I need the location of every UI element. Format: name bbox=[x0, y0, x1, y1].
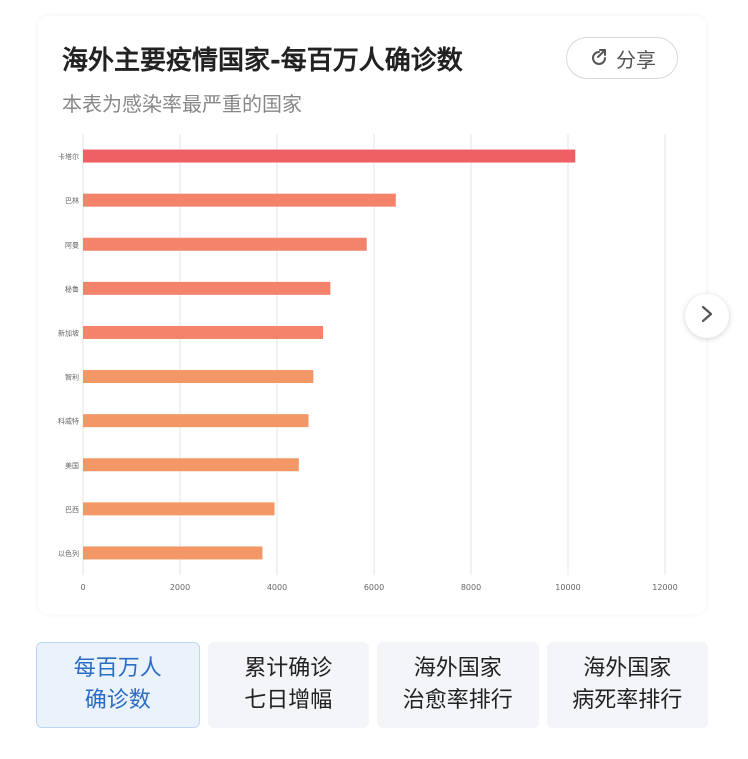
x-tick-label: 0 bbox=[80, 583, 85, 592]
x-axis-ticks: 0 2000 4000 6000 8000 10000 12000 bbox=[80, 583, 677, 592]
bar[interactable] bbox=[83, 546, 263, 560]
bar[interactable] bbox=[83, 502, 275, 516]
page-title: 海外主要疫情国家-每百万人确诊数 bbox=[62, 46, 463, 76]
x-tick-label: 4000 bbox=[267, 583, 287, 592]
category-label: 以色列 bbox=[58, 549, 79, 558]
share-button[interactable]: 分享 bbox=[566, 37, 678, 79]
category-label: 巴林 bbox=[65, 196, 79, 205]
bar[interactable] bbox=[83, 237, 367, 251]
category-label: 智利 bbox=[65, 373, 79, 382]
bar[interactable] bbox=[83, 458, 299, 472]
category-label: 科威特 bbox=[58, 417, 79, 426]
bar[interactable] bbox=[83, 370, 314, 384]
tab-seven-day-growth[interactable]: 累计确诊 七日增幅 bbox=[207, 642, 369, 728]
category-label: 阿曼 bbox=[65, 240, 79, 249]
share-label: 分享 bbox=[616, 47, 656, 72]
x-tick-label: 6000 bbox=[364, 583, 384, 592]
category-label: 卡塔尔 bbox=[58, 152, 79, 161]
chevron-right-icon bbox=[699, 304, 715, 328]
x-tick-label: 8000 bbox=[461, 583, 481, 592]
tab-fatality-rate[interactable]: 海外国家 病死率排行 bbox=[546, 642, 708, 728]
category-label: 美国 bbox=[65, 461, 79, 470]
bar[interactable] bbox=[83, 281, 331, 295]
category-label: 秘鲁 bbox=[65, 284, 79, 293]
tab-recovery-rate[interactable]: 海外国家 治愈率排行 bbox=[377, 642, 539, 728]
category-label: 新加坡 bbox=[58, 328, 79, 337]
grid-lines bbox=[82, 134, 666, 575]
bar[interactable] bbox=[83, 325, 324, 339]
x-tick-label: 12000 bbox=[652, 583, 677, 592]
tab-per-million[interactable]: 每百万人 确诊数 bbox=[36, 642, 200, 728]
x-tick-label: 10000 bbox=[555, 583, 580, 592]
bar[interactable] bbox=[83, 193, 396, 207]
category-label: 巴西 bbox=[65, 506, 79, 514]
page-subtitle: 本表为感染率最严重的国家 bbox=[62, 92, 302, 116]
chart-tabs: 每百万人 确诊数 累计确诊 七日增幅 海外国家 治愈率排行 海外国家 病死率排行 bbox=[36, 642, 708, 728]
share-icon bbox=[588, 47, 610, 69]
bar[interactable] bbox=[83, 149, 576, 163]
bar[interactable] bbox=[83, 414, 309, 428]
x-tick-label: 2000 bbox=[170, 583, 190, 592]
bars bbox=[83, 149, 576, 560]
next-chart-button[interactable] bbox=[685, 294, 729, 338]
